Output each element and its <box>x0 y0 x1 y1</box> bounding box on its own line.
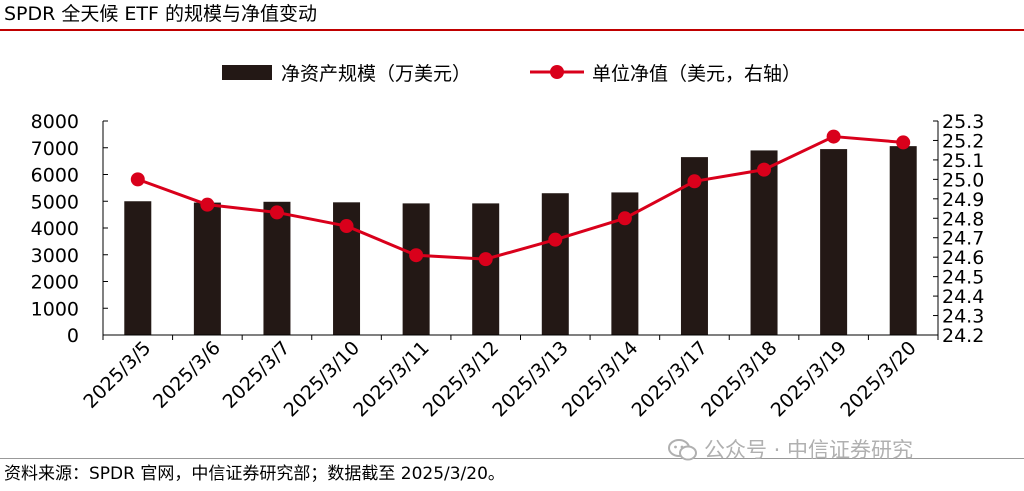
nav-point-2025/3/10 <box>339 219 354 234</box>
nav-point-2025/3/6 <box>200 197 215 212</box>
left-tick-label: 0 <box>67 325 79 347</box>
left-tick-label: 3000 <box>31 245 79 267</box>
bar-2025/3/13 <box>541 193 569 335</box>
nav-point-2025/3/19 <box>826 129 841 144</box>
left-tick-label: 2000 <box>31 272 79 294</box>
nav-point-2025/3/13 <box>548 232 563 247</box>
wechat-icon <box>668 439 697 461</box>
nav-point-2025/3/5 <box>130 172 145 187</box>
left-tick-label: 1000 <box>31 298 79 320</box>
bar-2025/3/5 <box>124 201 152 335</box>
bar-2025/3/12 <box>472 203 500 335</box>
bar-2025/3/20 <box>889 146 917 335</box>
source-note: 资料来源：SPDR 官网，中信证券研究部；数据截至 2025/3/20。 <box>4 464 505 484</box>
right-tick-label: 25.1 <box>942 150 984 172</box>
right-tick-label: 24.9 <box>942 189 984 211</box>
nav-point-2025/3/7 <box>269 205 284 220</box>
bar-2025/3/7 <box>263 201 291 335</box>
right-tick-label: 25.0 <box>942 169 984 191</box>
right-tick-label: 24.2 <box>942 325 984 347</box>
chart: 01000200030004000500060007000800024.224.… <box>31 63 985 421</box>
legend-swatch-marker <box>550 65 564 79</box>
right-tick-label: 24.6 <box>942 247 984 269</box>
nav-point-2025/3/18 <box>757 162 772 177</box>
legend-label-line: 单位净值（美元，右轴） <box>592 63 801 85</box>
legend-swatch-bar <box>222 65 272 80</box>
watermark-text: 公众号 · 中信证券研究 <box>704 438 914 462</box>
nav-point-2025/3/14 <box>617 211 632 226</box>
right-tick-label: 24.5 <box>942 267 984 289</box>
right-tick-label: 24.8 <box>942 208 984 230</box>
left-tick-label: 6000 <box>31 165 79 187</box>
title-divider <box>0 29 1024 31</box>
right-tick-label: 24.3 <box>942 306 984 328</box>
nav-point-2025/3/12 <box>478 252 493 267</box>
left-tick-label: 7000 <box>31 138 79 160</box>
bar-2025/3/6 <box>193 202 221 335</box>
nav-point-2025/3/11 <box>409 248 424 263</box>
right-tick-label: 24.7 <box>942 228 984 250</box>
right-tick-label: 25.2 <box>942 130 984 152</box>
right-tick-label: 25.3 <box>942 111 984 133</box>
nav-line <box>137 135 904 261</box>
x-tick-label: 2025/3/5 <box>79 337 155 413</box>
bar-2025/3/11 <box>402 203 430 335</box>
right-tick-label: 24.4 <box>942 286 984 308</box>
x-tick-label: 2025/3/20 <box>836 337 920 421</box>
x-tick-label: 2025/3/6 <box>149 337 225 413</box>
chart-title: SPDR 全天候 ETF 的规模与净值变动 <box>4 3 318 25</box>
legend-label-bar: 净资产规模（万美元） <box>281 63 471 85</box>
bar-2025/3/18 <box>750 150 778 335</box>
bar-2025/3/19 <box>820 149 848 335</box>
left-tick-label: 8000 <box>31 111 79 133</box>
watermark: 公众号 · 中信证券研究 <box>668 437 913 463</box>
source-divider <box>0 458 1024 459</box>
nav-point-2025/3/20 <box>896 135 911 150</box>
left-tick-label: 5000 <box>31 191 79 213</box>
nav-point-2025/3/17 <box>687 174 702 189</box>
left-tick-label: 4000 <box>31 218 79 240</box>
